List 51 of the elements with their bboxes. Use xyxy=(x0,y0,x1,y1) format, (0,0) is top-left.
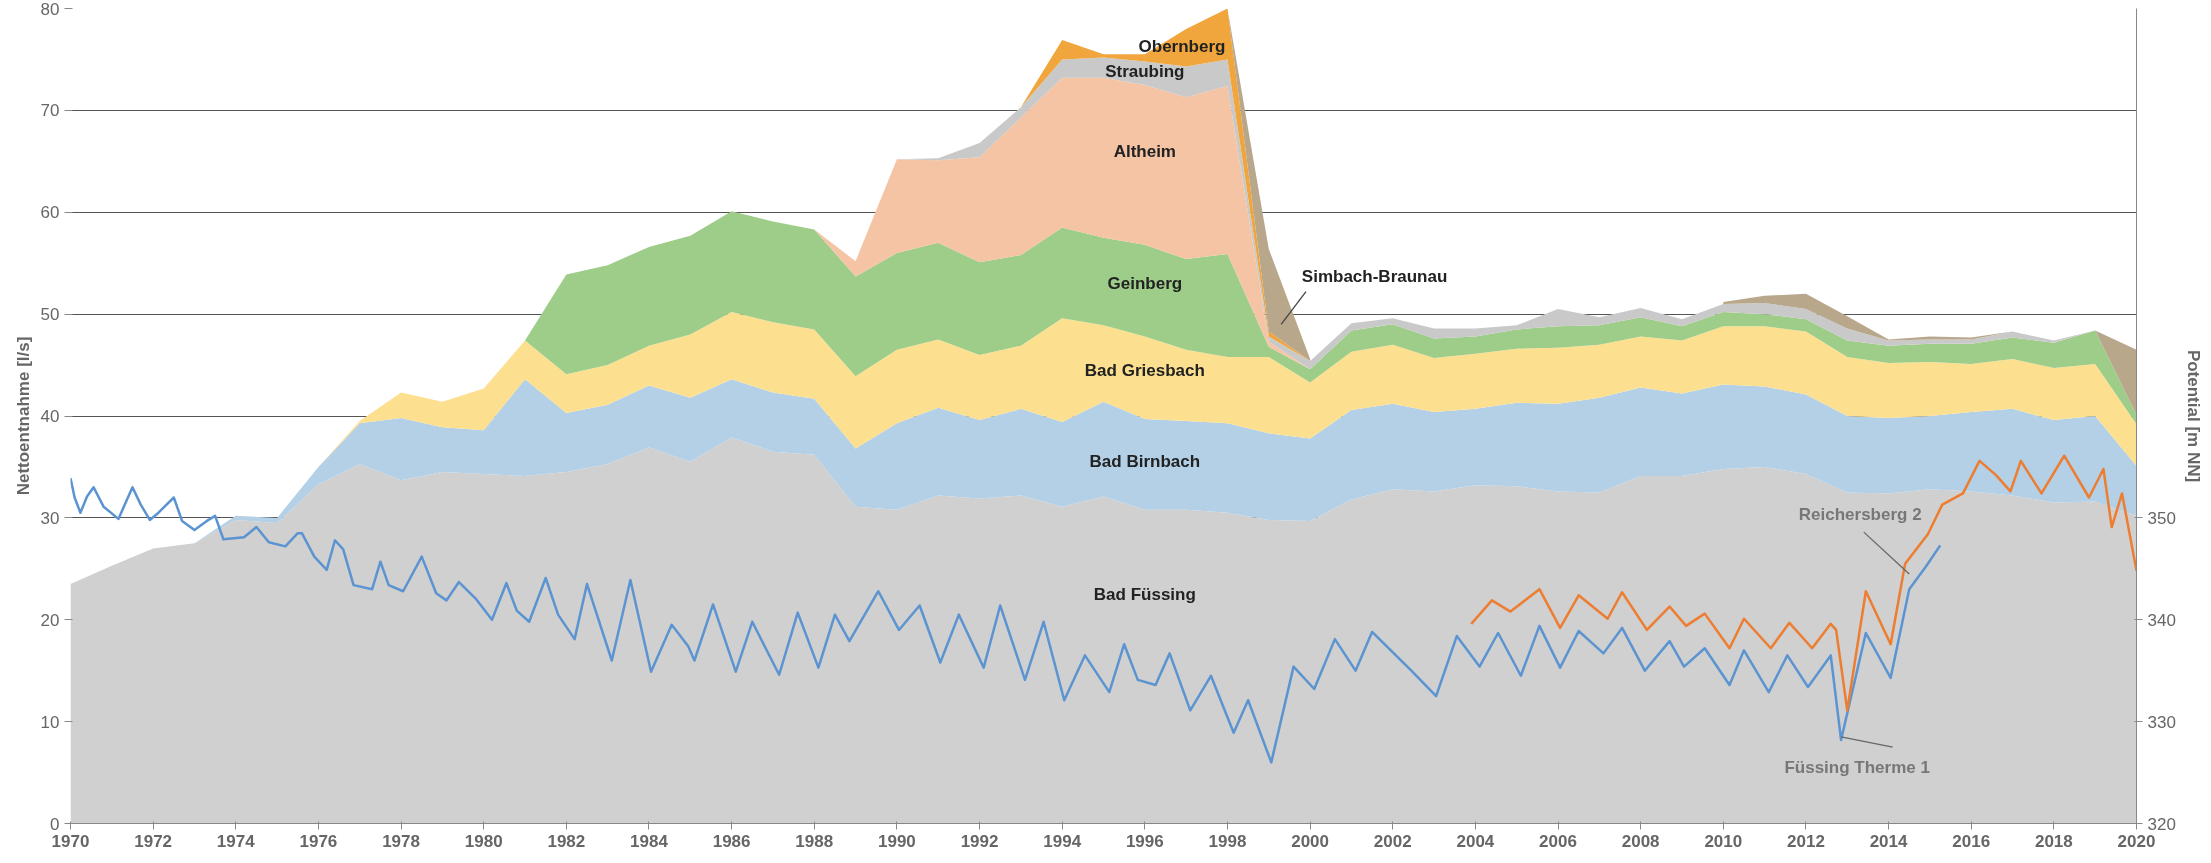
x-tick-label: 2004 xyxy=(1456,831,1495,851)
x-tick-label: 1988 xyxy=(795,831,834,851)
series-label: Geinberg xyxy=(1107,274,1183,294)
x-tick-label: 1992 xyxy=(960,831,999,851)
x-tick-label: 2020 xyxy=(2117,831,2156,851)
x-tick-label: 2006 xyxy=(1539,831,1577,851)
x-tick-label: 2002 xyxy=(1373,831,1412,851)
x-tick-label: 1972 xyxy=(134,831,173,851)
y-tick-label: 30 xyxy=(40,508,60,528)
y2-tick-label: 350 xyxy=(2147,508,2176,528)
y2-tick-label: 340 xyxy=(2147,610,2176,630)
y2-tick-label: 320 xyxy=(2147,814,2176,834)
y-tick-label: 60 xyxy=(40,203,60,223)
y-tick-label: 80 xyxy=(40,0,60,19)
y-tick-label: 20 xyxy=(40,610,60,630)
x-tick-label: 1978 xyxy=(382,831,420,851)
x-tick-label: 1984 xyxy=(630,831,669,851)
x-tick-label: 2010 xyxy=(1704,831,1743,851)
series-label: Simbach-Braunau xyxy=(1301,266,1448,286)
y2-axis-title: Potential [m NN] xyxy=(2183,349,2203,483)
series-label: Bad Birnbach xyxy=(1089,452,1201,472)
x-tick-label: 2000 xyxy=(1291,831,1330,851)
line-series xyxy=(1470,454,2137,712)
y2-tick-label: 330 xyxy=(2147,712,2176,732)
x-tick-label: 1996 xyxy=(1125,831,1164,851)
x-tick-label: 2012 xyxy=(1787,831,1825,851)
y-tick-label: 70 xyxy=(40,101,60,121)
x-tick-label: 1990 xyxy=(877,831,916,851)
series-label: Bad Füssing xyxy=(1093,584,1196,604)
series-label: Altheim xyxy=(1113,141,1176,161)
x-tick-label: 2016 xyxy=(1952,831,1991,851)
series-label: Reichersberg 2 xyxy=(1798,505,1922,525)
y-tick-label: 40 xyxy=(40,407,60,426)
x-tick-label: 1980 xyxy=(464,831,503,851)
y-axis-title: Nettoentnahme [l/s] xyxy=(13,336,33,496)
x-tick-label: 1998 xyxy=(1208,831,1247,851)
x-tick-label: 1974 xyxy=(216,831,256,851)
y-tick-label: 10 xyxy=(40,712,60,732)
series-label: Bad Griesbach xyxy=(1084,360,1205,380)
x-tick-label: 1986 xyxy=(712,831,751,851)
series-label: Straubing xyxy=(1105,62,1185,82)
x-tick-label: 2014 xyxy=(1869,831,1909,851)
x-tick-label: 2018 xyxy=(2034,831,2073,851)
series-label: Füssing Therme 1 xyxy=(1784,757,1930,777)
x-tick-label: 1970 xyxy=(51,831,90,851)
x-tick-label: 2008 xyxy=(1621,831,1660,851)
x-tick-label: 1982 xyxy=(547,831,586,851)
x-tick-label: 1976 xyxy=(299,831,338,851)
y-tick-label: 0 xyxy=(50,814,60,834)
x-tick-label: 1994 xyxy=(1043,831,1082,851)
y-tick-label: 50 xyxy=(40,305,60,325)
